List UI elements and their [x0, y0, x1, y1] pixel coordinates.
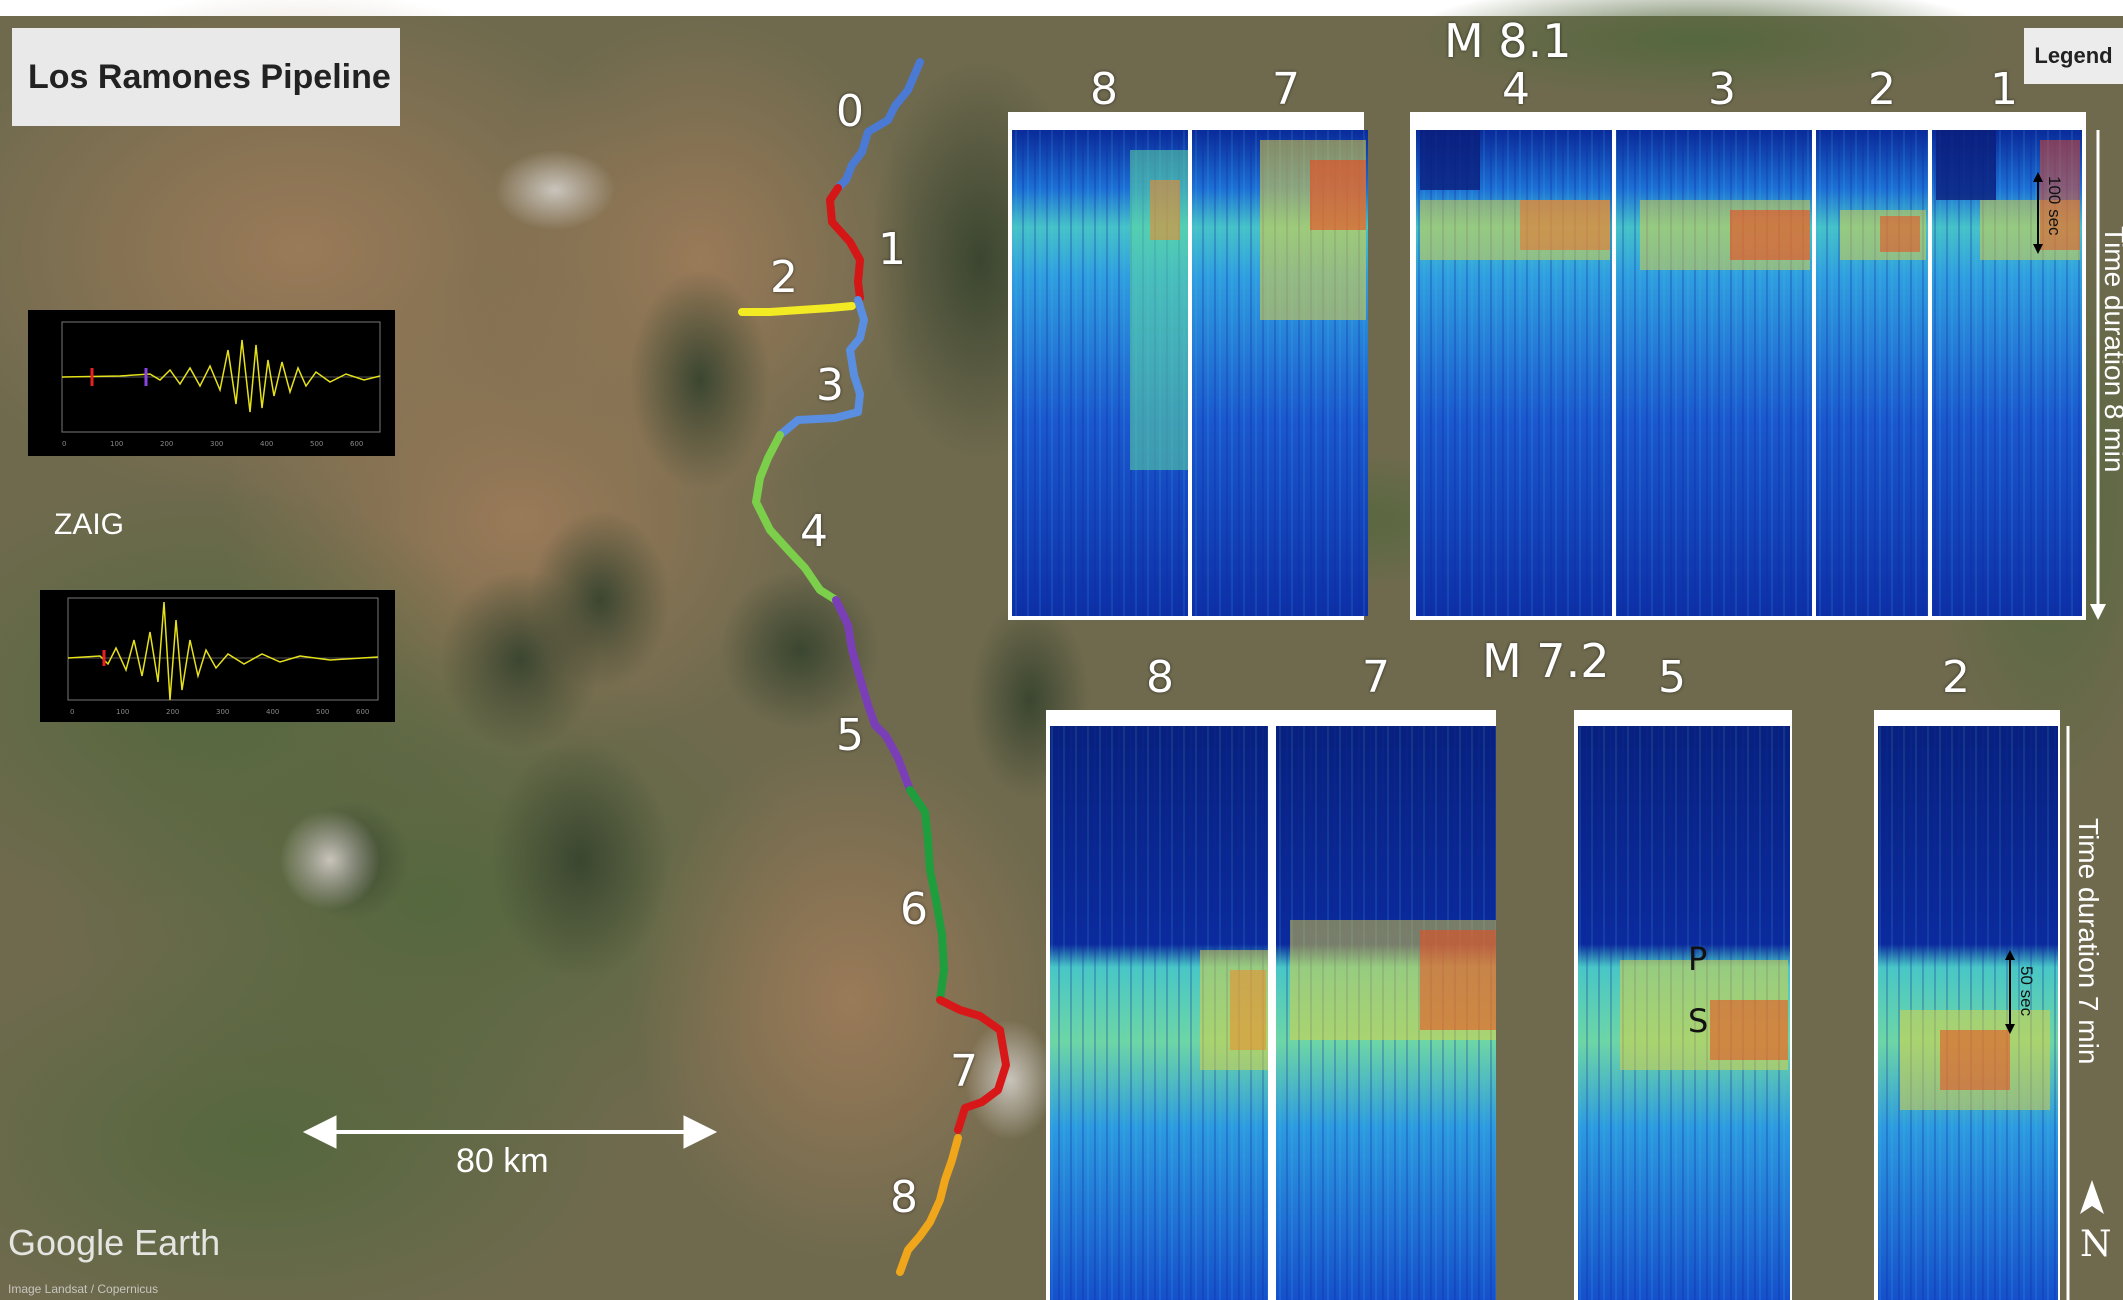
svg-text:600: 600 [356, 708, 369, 716]
phase-s-label: S [1688, 1002, 1709, 1040]
spectrogram-group-upper [1008, 112, 2106, 620]
event-lower-column-label: 2 [1942, 652, 1970, 703]
north-arrow-icon [2080, 1180, 2104, 1214]
event-lower-column-label: 8 [1146, 652, 1174, 703]
event-upper-column-label: 3 [1708, 64, 1736, 115]
svg-text:500: 500 [310, 440, 323, 448]
spectrogram-lower-7 [1276, 726, 1496, 1300]
event-upper-column-label: 4 [1502, 64, 1530, 115]
event-lower-marker: 50 sec [2017, 966, 2036, 1017]
event-lower-duration: Time duration 7 min [2073, 818, 2104, 1065]
pipeline-segment-8 [896, 1134, 962, 1276]
svg-text:100: 100 [110, 440, 123, 448]
spectrogram-lower-8 [1050, 726, 1268, 1300]
waveform-plot-bottom: 0 100 200 300 400 500 600 [40, 590, 395, 722]
event-upper-column-label: 2 [1868, 64, 1896, 115]
segment-label-6: 6 [900, 884, 928, 935]
waveform-plot-top: 0 100 200 300 400 500 600 [28, 310, 395, 456]
pipeline-segment-3 [776, 296, 868, 439]
event-lower-column-label: 5 [1658, 652, 1686, 703]
event-upper-duration: Time duration 8 min [2099, 226, 2123, 473]
spectrogram-upper-1 [1932, 130, 2082, 616]
event-lower-magnitude: M 7.2 [1482, 634, 1610, 688]
spectrogram-upper-7 [1192, 130, 1368, 616]
event-upper-column-label: 7 [1272, 64, 1300, 115]
legend-label: Legend [2034, 43, 2113, 68]
pipeline-segment-5 [832, 596, 914, 794]
event-lower-column-label: 7 [1362, 652, 1390, 703]
scale-bar [302, 1115, 718, 1149]
svg-text:200: 200 [166, 708, 179, 716]
map-title-box: Los Ramones Pipeline [12, 28, 400, 126]
segment-label-4: 4 [800, 506, 828, 557]
map-title: Los Ramones Pipeline [28, 57, 391, 96]
svg-text:300: 300 [216, 708, 229, 716]
segment-label-1: 1 [878, 224, 906, 275]
pipeline-segment-4 [752, 431, 840, 604]
segment-label-5: 5 [836, 710, 864, 761]
pipeline-segment-1 [826, 184, 864, 302]
pipeline-segment-6 [906, 786, 948, 1004]
spectrogram-lower-5 [1578, 726, 1790, 1300]
svg-text:300: 300 [210, 440, 223, 448]
watermark-logo: Google Earth [8, 1222, 221, 1263]
segment-label-7: 7 [950, 1046, 978, 1097]
svg-text:0: 0 [62, 440, 66, 448]
pipeline-segment-7 [936, 996, 1010, 1134]
event-upper-marker: 100 sec [2045, 176, 2064, 236]
pipeline-segment-2 [738, 302, 856, 316]
event-upper-column-label: 8 [1090, 64, 1118, 115]
spectrogram-lower-2 [1878, 726, 2058, 1300]
spectrogram-upper-4 [1416, 130, 1612, 616]
segment-label-8: 8 [890, 1172, 918, 1223]
svg-text:500: 500 [316, 708, 329, 716]
legend-button[interactable]: Legend [2024, 28, 2123, 84]
segment-label-0: 0 [836, 86, 864, 137]
spectrogram-group-lower [1046, 710, 2070, 1300]
svg-text:600: 600 [350, 440, 363, 448]
imagery-credit: Image Landsat / Copernicus [8, 1282, 159, 1296]
pipeline-segment-0 [834, 58, 924, 192]
scale-bar-label: 80 km [456, 1142, 549, 1180]
event-upper-magnitude: M 8.1 [1444, 14, 1572, 68]
phase-p-label: P [1688, 940, 1708, 978]
spectrogram-upper-3 [1616, 130, 1812, 616]
segment-label-2: 2 [770, 252, 798, 303]
event-upper-column-label: 1 [1990, 64, 2018, 115]
spectrogram-upper-8 [1012, 130, 1188, 616]
svg-text:200: 200 [160, 440, 173, 448]
north-label: N [2080, 1224, 2112, 1265]
svg-text:400: 400 [266, 708, 279, 716]
segment-label-3: 3 [816, 360, 844, 411]
svg-text:400: 400 [260, 440, 273, 448]
svg-text:0: 0 [70, 708, 74, 716]
spectrogram-upper-2 [1816, 130, 1928, 616]
svg-text:100: 100 [116, 708, 129, 716]
station-label: ZAIG [54, 508, 125, 541]
pipeline-route [738, 58, 1010, 1276]
